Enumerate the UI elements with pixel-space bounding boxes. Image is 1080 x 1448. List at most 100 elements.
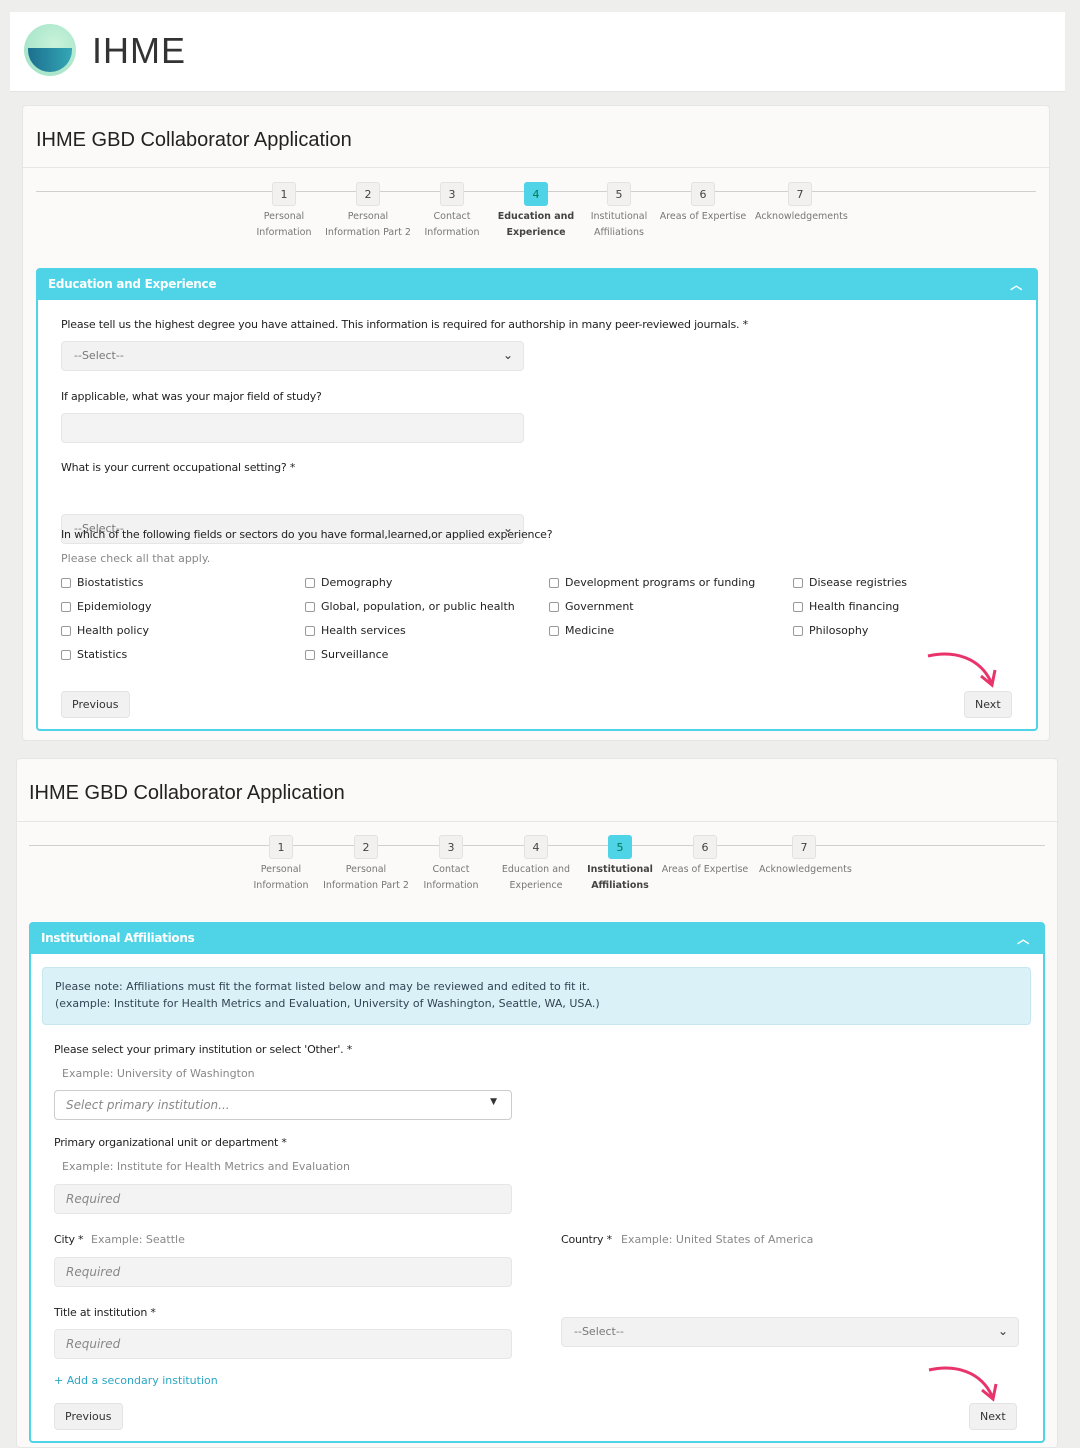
checkbox-label: Statistics — [77, 648, 128, 661]
red-arrow-annotation — [928, 1366, 998, 1402]
panel-title: Education and Experience — [48, 277, 217, 291]
checkbox-label: Health services — [321, 624, 406, 637]
step-4[interactable]: 4 Education and Experience — [491, 182, 581, 241]
checkbox-health-policy[interactable]: Health policy — [61, 624, 301, 637]
chevron-up-icon[interactable]: ︿ — [1010, 278, 1022, 292]
divider — [17, 821, 1057, 822]
country-select[interactable]: --Select-- ⌄ — [561, 1317, 1019, 1347]
checkbox-box[interactable] — [61, 625, 71, 636]
chevron-down-icon: ⌄ — [502, 348, 513, 362]
checkbox-label: Health financing — [809, 600, 900, 613]
panel-header[interactable]: Institutional Affiliations ︿ — [31, 924, 1043, 954]
step-5[interactable]: 5 Institutional Affiliations — [575, 835, 665, 894]
checkbox-box[interactable] — [793, 601, 803, 612]
institution-placeholder: Select primary institution... — [66, 1098, 230, 1112]
checkbox-medicine[interactable]: Medicine — [549, 624, 789, 637]
previous-button[interactable]: Previous — [54, 1403, 123, 1430]
checkbox-government[interactable]: Government — [549, 600, 789, 613]
checkbox-label: Global, population, or public health — [321, 600, 515, 613]
step-number: 5 — [608, 835, 632, 859]
checkbox-box[interactable] — [305, 649, 315, 660]
checkbox-box[interactable] — [793, 625, 803, 636]
step-number: 4 — [524, 835, 548, 859]
fields-hint: Please check all that apply. — [61, 552, 211, 565]
major-label: If applicable, what was your major field… — [61, 390, 322, 403]
panel-title: Institutional Affiliations — [41, 931, 195, 945]
checkbox-development-programs-or-funding[interactable]: Development programs or funding — [549, 576, 789, 589]
checkbox-epidemiology[interactable]: Epidemiology — [61, 600, 301, 613]
step-number: 3 — [439, 835, 463, 859]
note-line: (example: Institute for Health Metrics a… — [55, 997, 600, 1010]
setting-select[interactable]: --Select-- ⌄ — [61, 514, 524, 544]
next-button[interactable]: Next — [969, 1403, 1017, 1430]
step-number: 1 — [269, 835, 293, 859]
step-5[interactable]: 5 Institutional Affiliations — [574, 182, 664, 241]
step-number: 4 — [524, 182, 548, 206]
step-number: 5 — [607, 182, 631, 206]
title-input[interactable]: Required — [54, 1329, 512, 1359]
checkbox-label: Philosophy — [809, 624, 869, 637]
checkbox-box[interactable] — [305, 625, 315, 636]
city-input[interactable]: Required — [54, 1257, 512, 1287]
step-6[interactable]: 6 Areas of Expertise — [658, 182, 748, 225]
major-input[interactable] — [61, 413, 524, 443]
previous-button[interactable]: Previous — [61, 691, 130, 718]
checkbox-demography[interactable]: Demography — [305, 576, 545, 589]
next-button[interactable]: Next — [964, 691, 1012, 718]
panel-header[interactable]: Education and Experience ︿ — [38, 270, 1036, 300]
unit-input[interactable]: Required — [54, 1184, 512, 1214]
checkbox-disease-registries[interactable]: Disease registries — [793, 576, 1033, 589]
checkbox-biostatistics[interactable]: Biostatistics — [61, 576, 301, 589]
checkbox-health-financing[interactable]: Health financing — [793, 600, 1033, 613]
institution-example: Example: University of Washington — [62, 1067, 255, 1080]
chevron-down-icon: ⌄ — [997, 1324, 1008, 1338]
step-2[interactable]: 2 Personal Information Part 2 — [323, 182, 413, 241]
add-secondary-institution-link[interactable]: + Add a secondary institution — [54, 1374, 218, 1387]
step-number: 2 — [354, 835, 378, 859]
checkbox-health-services[interactable]: Health services — [305, 624, 545, 637]
step-label: Personal Information Part 2 — [323, 864, 409, 891]
checkbox-global-population-or-public-health[interactable]: Global, population, or public health — [305, 600, 545, 613]
checkbox-box[interactable] — [61, 577, 71, 588]
step-7[interactable]: 7 Acknowledgements — [759, 835, 852, 878]
caret-down-icon: ▼ — [490, 1097, 497, 1107]
step-1[interactable]: 1 Personal Information — [236, 835, 326, 894]
step-label: Areas of Expertise — [659, 211, 747, 222]
info-note: Please note: Affiliations must fit the f… — [42, 967, 1031, 1025]
checkbox-label: Epidemiology — [77, 600, 152, 613]
step-7[interactable]: 7 Acknowledgements — [755, 182, 848, 225]
page-title: IHME GBD Collaborator Application — [36, 129, 352, 151]
step-label: Institutional Affiliations — [590, 211, 648, 238]
step-3[interactable]: 3 Contact Information — [407, 182, 497, 241]
checkbox-box[interactable] — [61, 601, 71, 612]
fields-label: In which of the following fields or sect… — [61, 528, 553, 541]
checkbox-box[interactable] — [61, 649, 71, 660]
step-label: Personal Information — [256, 211, 312, 238]
institution-select[interactable]: Select primary institution... ▼ — [54, 1090, 512, 1120]
checkbox-box[interactable] — [793, 577, 803, 588]
step-3[interactable]: 3 Contact Information — [406, 835, 496, 894]
degree-select[interactable]: --Select-- ⌄ — [61, 341, 524, 371]
step-1[interactable]: 1 Personal Information — [239, 182, 329, 241]
unit-label: Primary organizational unit or departmen… — [54, 1136, 287, 1149]
checkbox-statistics[interactable]: Statistics — [61, 648, 301, 661]
checkbox-surveillance[interactable]: Surveillance — [305, 648, 545, 661]
country-value: --Select-- — [574, 1325, 624, 1338]
checkbox-box[interactable] — [305, 577, 315, 588]
checkbox-box[interactable] — [305, 601, 315, 612]
red-arrow-annotation — [927, 652, 997, 688]
step-2[interactable]: 2 Personal Information Part 2 — [321, 835, 411, 894]
country-example: Example: United States of America — [621, 1233, 814, 1246]
checkbox-box[interactable] — [549, 625, 559, 636]
checkbox-label: Government — [565, 600, 634, 613]
checkbox-box[interactable] — [549, 577, 559, 588]
checkbox-philosophy[interactable]: Philosophy — [793, 624, 1033, 637]
page-title: IHME GBD Collaborator Application — [29, 782, 345, 804]
checkbox-label: Biostatistics — [77, 576, 144, 589]
chevron-up-icon[interactable]: ︿ — [1017, 932, 1029, 946]
checkbox-box[interactable] — [549, 601, 559, 612]
step-4[interactable]: 4 Education and Experience — [491, 835, 581, 894]
step-number: 7 — [792, 835, 816, 859]
setting-value: --Select-- — [74, 522, 124, 535]
step-6[interactable]: 6 Areas of Expertise — [660, 835, 750, 878]
